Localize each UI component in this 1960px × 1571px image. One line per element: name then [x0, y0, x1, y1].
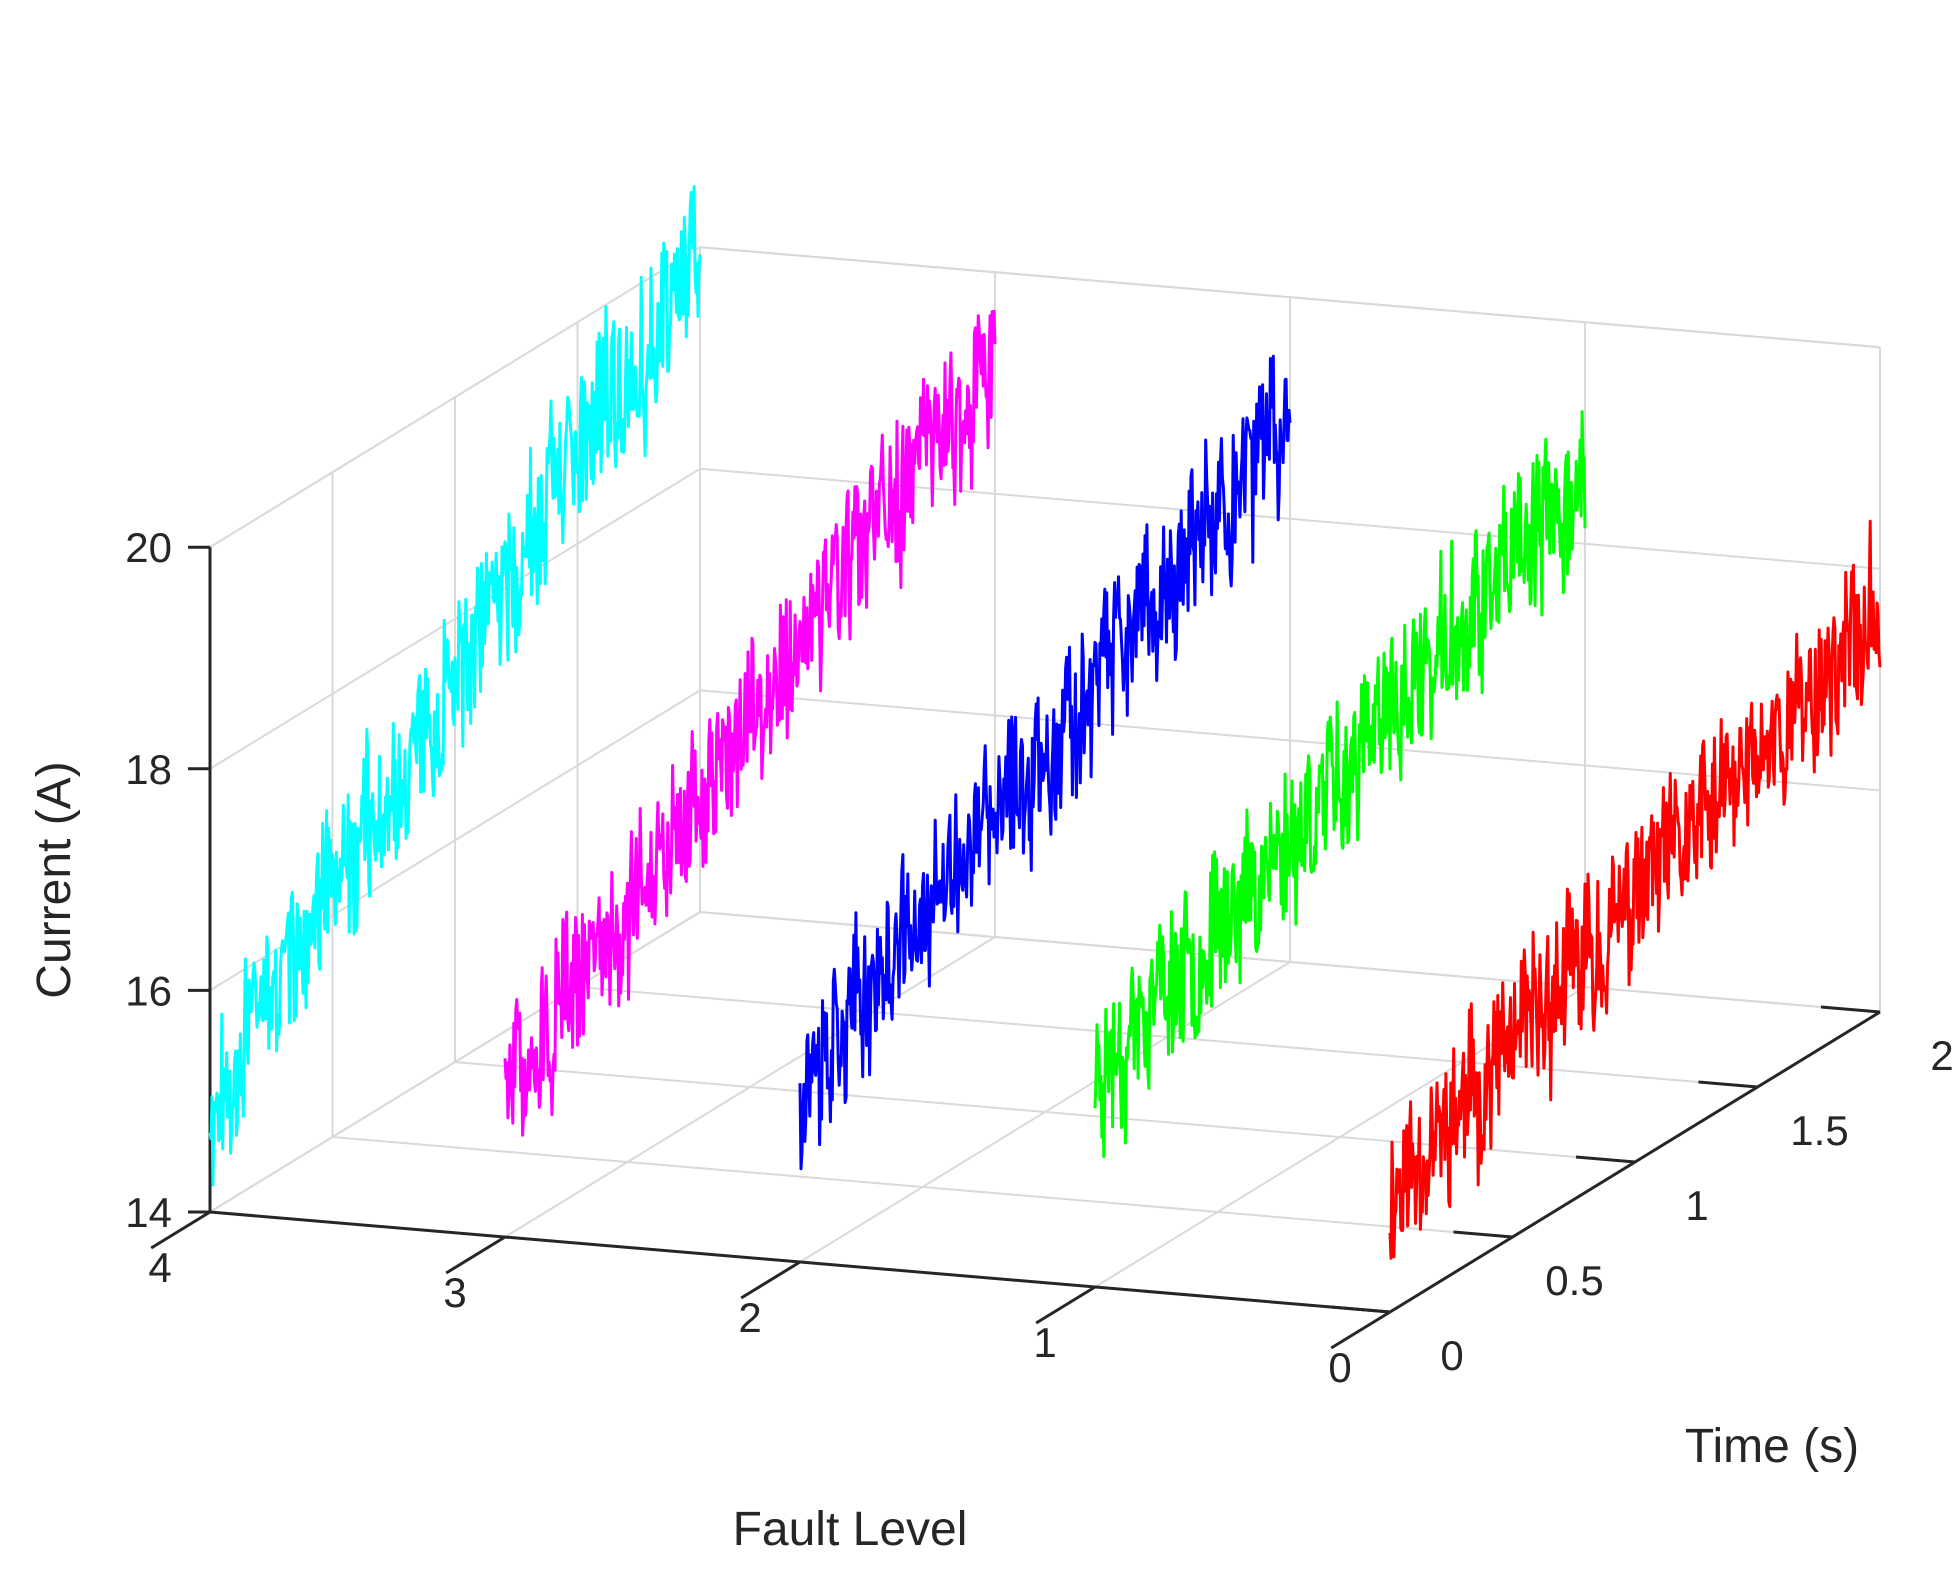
series-trace-fault-level-1 [1093, 410, 1587, 1159]
x-tick-label: 1 [1033, 1319, 1056, 1366]
x-tick [150, 1210, 211, 1250]
y-tick [1698, 1080, 1758, 1089]
floor-gridline-y [454, 1061, 1636, 1163]
series-group [208, 185, 1882, 1260]
box-edge [209, 246, 701, 549]
y-axis-label: Time (s) [1685, 1420, 1859, 1473]
y-tick-label: 1.5 [1790, 1107, 1848, 1154]
series-trace-fault-level-0 [1388, 519, 1882, 1260]
x-tick [445, 1235, 506, 1275]
z-tick-label: 18 [125, 746, 172, 793]
y-tick-label: 0.5 [1545, 1257, 1603, 1304]
series-trace-fault-level-4 [208, 185, 702, 1187]
back-wall-gridline-z [699, 689, 1881, 792]
y-tick [1575, 1155, 1636, 1164]
x-axis-label: Fault Level [733, 1503, 968, 1556]
box-edge [699, 246, 1881, 349]
grid [209, 246, 1881, 1313]
z-axis-label: Current (A) [28, 761, 81, 998]
y-tick-label: 0 [1440, 1332, 1463, 1379]
x-tick [1035, 1285, 1096, 1325]
x-tick-label: 3 [443, 1269, 466, 1316]
axes: 0 1 2 3 4 0 0.5 1 1.5 2 14 16 18 20 [125, 524, 1953, 1391]
x-tick-label: 0 [1328, 1344, 1351, 1391]
floor-gridline-y [332, 1136, 1513, 1238]
z-tick-label: 16 [125, 967, 172, 1014]
series-trace-fault-level-3 [503, 309, 997, 1137]
z-tick-label: 20 [125, 524, 172, 571]
x-tick-label: 4 [148, 1244, 171, 1291]
y-tick [1820, 1005, 1881, 1014]
y-tick-label: 1 [1685, 1182, 1708, 1229]
side-wall-gridline-z [209, 467, 701, 770]
x-tick-label: 2 [738, 1294, 761, 1341]
x-tick [740, 1260, 801, 1300]
y-tick-label: 2 [1930, 1032, 1953, 1079]
z-tick-label: 14 [125, 1189, 172, 1236]
x-tick [1330, 1310, 1391, 1350]
y-tick [1330, 1305, 1391, 1314]
series-trace-fault-level-2 [798, 354, 1292, 1171]
labels-group: Fault Level Time (s) Current (A) [28, 761, 1859, 1556]
y-tick [1453, 1230, 1513, 1239]
